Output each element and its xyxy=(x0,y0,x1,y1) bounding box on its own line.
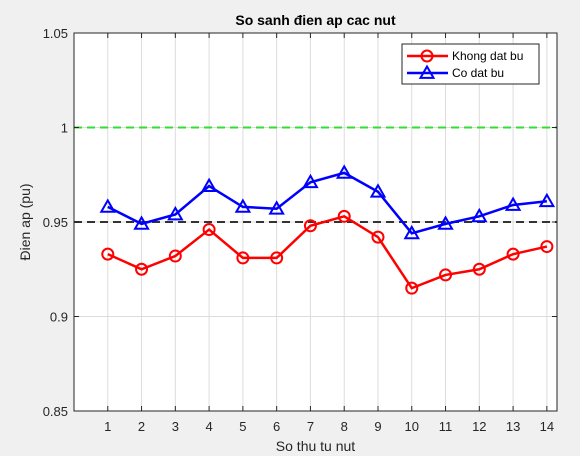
circle-marker xyxy=(337,209,351,223)
legend-label: Co dat bu xyxy=(452,66,504,80)
y-tick-label: 1 xyxy=(61,121,68,136)
circle-marker xyxy=(540,240,554,254)
circle-marker xyxy=(270,251,284,265)
x-tick-label: 7 xyxy=(307,419,314,434)
circle-marker xyxy=(405,281,419,295)
x-tick-label: 5 xyxy=(239,419,246,434)
series-2 xyxy=(99,164,556,240)
circle-marker xyxy=(420,49,434,63)
circle-marker xyxy=(236,251,250,265)
x-tick-label: 13 xyxy=(506,419,520,434)
legend-item-2: Co dat bu xyxy=(407,64,504,80)
x-tick-label: 10 xyxy=(405,419,419,434)
triangle-marker xyxy=(302,173,319,189)
x-tick-label: 9 xyxy=(374,419,381,434)
circle-marker xyxy=(472,262,486,276)
series-line xyxy=(107,171,548,235)
x-tick-label: 11 xyxy=(439,419,453,434)
triangle-marker xyxy=(471,207,488,223)
y-tick-label: 1.05 xyxy=(43,26,68,41)
circle-marker xyxy=(168,249,182,263)
triangle-marker xyxy=(403,224,420,240)
legend-label: Khong dat bu xyxy=(452,49,523,63)
triangle-marker xyxy=(167,205,184,221)
circle-marker xyxy=(371,230,385,244)
triangle-marker xyxy=(437,215,454,230)
chart-title: So sanh đien ap cac nut xyxy=(235,12,396,28)
circle-marker xyxy=(135,262,149,276)
triangle-marker xyxy=(200,177,218,192)
data-series xyxy=(99,164,556,295)
series-1 xyxy=(101,209,554,295)
x-axis-label: So thu tu nut xyxy=(276,438,356,454)
x-tick-label: 4 xyxy=(205,419,212,434)
x-tick-label: 2 xyxy=(138,419,145,434)
circle-marker xyxy=(439,268,453,282)
y-axis-label: Đien ap (pu) xyxy=(17,183,33,260)
x-tick-label: 14 xyxy=(540,419,554,434)
x-tick-label: 12 xyxy=(472,419,486,434)
triangle-marker xyxy=(504,196,522,211)
triangle-marker xyxy=(133,215,150,230)
x-tick-label: 3 xyxy=(172,419,179,434)
x-tick-label: 6 xyxy=(273,419,280,434)
triangle-marker xyxy=(234,198,252,213)
triangle-marker xyxy=(335,164,353,179)
x-tick-label: 1 xyxy=(104,419,111,434)
y-tick-label: 0.85 xyxy=(43,404,68,419)
x-tick-label: 8 xyxy=(341,419,348,434)
circle-marker xyxy=(303,219,317,233)
triangle-marker xyxy=(369,183,387,198)
circle-marker xyxy=(101,247,115,261)
circle-marker xyxy=(506,247,520,261)
legend-item-1: Khong dat bu xyxy=(407,49,523,63)
triangle-marker xyxy=(99,198,116,213)
legend: Khong dat bu Co dat bu xyxy=(401,43,540,85)
y-tick-label: 0.95 xyxy=(43,215,68,230)
y-tick-label: 0.9 xyxy=(50,310,68,325)
triangle-marker xyxy=(418,64,436,79)
triangle-marker xyxy=(268,200,285,215)
circle-marker xyxy=(202,223,216,237)
triangle-marker xyxy=(538,192,556,208)
